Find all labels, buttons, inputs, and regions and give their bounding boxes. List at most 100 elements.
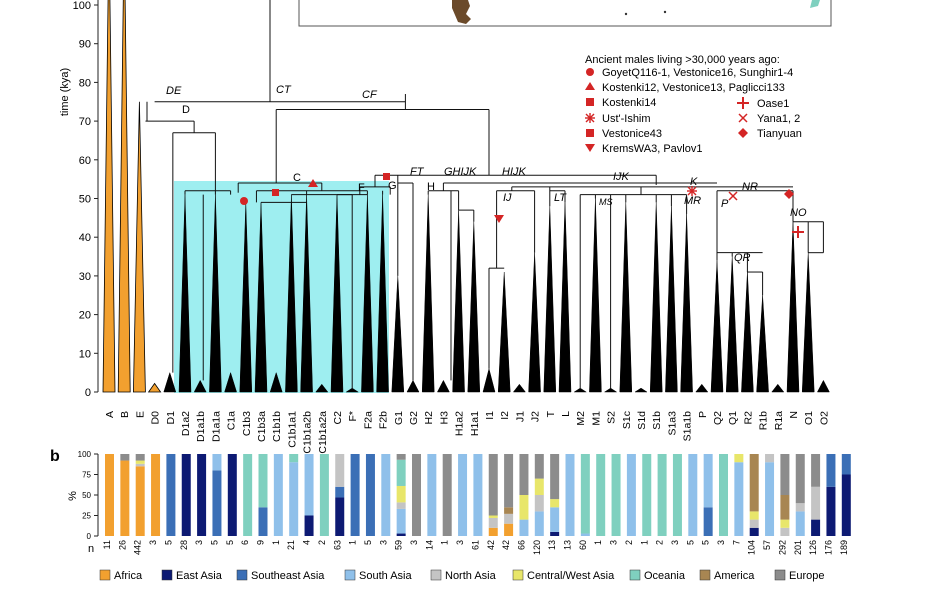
- bar-segment: [335, 454, 345, 487]
- lineage-triangle: [497, 272, 511, 393]
- bar-segment: [519, 519, 529, 536]
- lineage-triangle: [741, 272, 754, 393]
- y-axis: 0 10 20 30 40 50 60 70 80 90 100: [73, 0, 99, 399]
- n-value: 2: [624, 540, 634, 545]
- leaf-label: P: [697, 411, 709, 418]
- clade-label-k: K: [690, 176, 698, 188]
- bar-segment: [534, 454, 544, 479]
- bar-segment: [488, 454, 498, 516]
- map-landmass: [452, 0, 471, 24]
- legend-triangle-down-icon: [585, 144, 595, 152]
- bar-segment: [151, 454, 161, 536]
- lineage-triangle: [649, 202, 663, 393]
- leaf-label: J2: [530, 411, 542, 422]
- bar-segment: [703, 454, 713, 508]
- region-legend: Africa East Asia Southeast Asia South Asia N…: [99, 569, 824, 582]
- lineage-triangle: [573, 387, 588, 393]
- legend-cross-text: Yana1, 2: [757, 113, 800, 125]
- leaf-label: F2b: [378, 411, 390, 429]
- lineage-triangle: [224, 371, 237, 393]
- leaf-label: S1a3: [666, 411, 678, 436]
- map-dot: [663, 10, 667, 14]
- bar-segment: [350, 454, 360, 536]
- leaf-label: C1b3a: [256, 411, 268, 442]
- leaf-label: N: [788, 411, 800, 419]
- bar-segment: [258, 454, 268, 508]
- clade-label-ct: CT: [276, 84, 292, 96]
- n-value: 4: [302, 540, 312, 545]
- n-value: 5: [209, 540, 219, 545]
- n-labels: 11 26 442 3 5 28 3 5 5 6 9 1 21 4 2 63 1 5 3 59 3 14 1 3 61 42 42 6…: [102, 540, 849, 555]
- legend-triangle-text: Kostenki12, Vestonice13, Paglicci133: [602, 82, 785, 94]
- n-value: 442: [133, 540, 143, 555]
- leaf-label: D1a1a: [210, 411, 222, 442]
- region-legend-label: Europe: [789, 570, 824, 582]
- n-value: 28: [179, 540, 189, 550]
- bar-segment: [565, 454, 575, 536]
- n-axis-title: n: [88, 543, 94, 555]
- bar-segment: [212, 454, 222, 471]
- leaf-label: Q1: [727, 411, 739, 425]
- lineage-triangle: [300, 194, 313, 393]
- bar-segment: [504, 507, 514, 514]
- n-value: 60: [578, 540, 588, 550]
- region-legend-label: Africa: [114, 570, 143, 582]
- bar-segment: [795, 503, 805, 512]
- region-swatch: [99, 569, 111, 581]
- bar-segment: [458, 454, 468, 536]
- bar-segment: [427, 454, 437, 536]
- leaf-label: O2: [818, 411, 830, 425]
- bar-segment: [335, 486, 345, 498]
- bar-segment: [243, 454, 253, 536]
- bar-segment: [396, 485, 406, 503]
- leaf-label: F*: [347, 411, 359, 422]
- bar-segment: [412, 454, 421, 536]
- leaf-label: S1a1b: [682, 411, 694, 442]
- bar-segment: [841, 454, 851, 475]
- clade-label-hijk: HIJK: [502, 166, 527, 178]
- leaf-label: T: [545, 410, 557, 417]
- n-value: 1: [440, 540, 450, 545]
- n-value: 42: [501, 540, 511, 550]
- legend-square-icon: [586, 98, 594, 106]
- legend-triangle-icon: [585, 82, 595, 90]
- lineage-triangle: [345, 387, 360, 393]
- ancient-legend: Ancient males living >30,000 years ago: …: [585, 54, 802, 155]
- lineage-triangle: [239, 202, 253, 393]
- clade-label-f: F: [358, 182, 365, 194]
- region-legend-label: North Asia: [445, 570, 497, 582]
- bar-segment: [227, 454, 237, 536]
- legend-square2-text: Vestonice43: [602, 128, 662, 140]
- lineage-triangle: [801, 252, 815, 393]
- n-value: 1: [271, 540, 281, 545]
- leaf-label: H2: [423, 411, 435, 425]
- bar-segment: [319, 454, 329, 536]
- bar-segment: [826, 486, 836, 536]
- lineage-triangle: [603, 387, 618, 393]
- bar-segment: [504, 523, 514, 536]
- bar-segment: [841, 474, 851, 536]
- n-value: 176: [823, 540, 833, 555]
- bar-segment: [596, 454, 606, 536]
- bar-segment: [749, 527, 759, 536]
- leaf-label: G2: [408, 411, 420, 425]
- lineage-triangle: [269, 371, 283, 393]
- region-swatch: [699, 569, 711, 581]
- lineage-triangle: [193, 379, 207, 393]
- legend-plus-icon: [737, 97, 749, 109]
- leaf-label: D1: [165, 411, 177, 425]
- region-legend-label: Central/West Asia: [527, 570, 615, 582]
- region-legend-label: America: [714, 570, 755, 582]
- clade-label-g: G: [388, 180, 397, 192]
- bar-segment: [289, 462, 299, 536]
- lineage-triangle: [406, 379, 420, 393]
- region-swatch: [629, 569, 641, 581]
- bar-segment: [135, 463, 145, 467]
- bar-segment: [765, 462, 775, 536]
- lineage-triangle: [680, 213, 693, 393]
- n-value: 61: [470, 540, 480, 550]
- percent-axis-title: %: [67, 491, 79, 501]
- leaf-label: S1c: [621, 411, 633, 429]
- bar-segment: [672, 454, 682, 536]
- leaf-label: M1: [590, 411, 602, 426]
